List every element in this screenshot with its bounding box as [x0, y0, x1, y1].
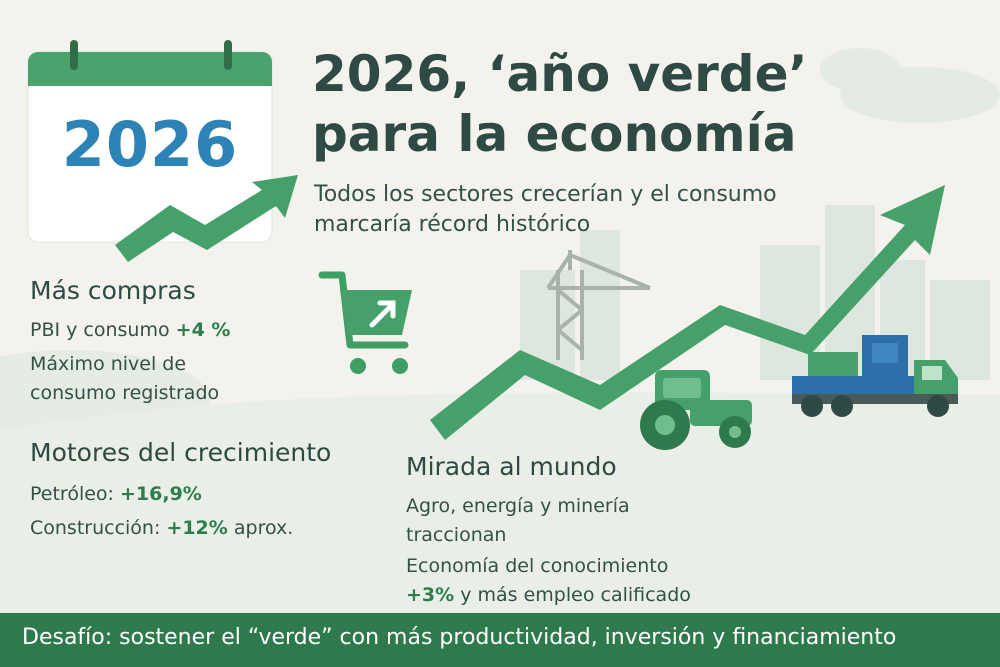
conocimiento-suffix: y más empleo calificado: [460, 584, 691, 606]
agro-line-1: Agro, energía y minería: [406, 495, 630, 517]
title-line-1: 2026, ‘año verde’: [312, 45, 808, 103]
conocimiento-value: +3%: [406, 584, 455, 606]
conocimiento-text: Economía del conocimiento +3% y más empl…: [406, 552, 691, 610]
pbi-line: PBI y consumo +4 %: [30, 316, 230, 345]
agro-text: Agro, energía y minería traccionan: [406, 492, 630, 550]
tractor-icon: [640, 370, 752, 450]
petroleo-label: Petróleo:: [30, 483, 114, 505]
compras-heading: Más compras: [30, 276, 196, 305]
agro-line-2: traccionan: [406, 524, 507, 546]
calendar-year: 2026: [61, 108, 239, 181]
footer-text: Desafío: sostener el “verde” con más pro…: [22, 625, 897, 650]
record-text: Máximo nivel de consumo registrado: [30, 350, 219, 408]
crane-icon: [546, 250, 651, 360]
motores-heading: Motores del crecimiento: [30, 438, 332, 467]
construccion-value: +12%: [166, 517, 228, 539]
mundo-heading: Mirada al mundo: [406, 452, 617, 481]
truck-icon: [792, 335, 958, 417]
subtitle-line-1: Todos los sectores crecerían y el consum…: [314, 182, 777, 207]
trend-arrow-icon: [430, 185, 945, 440]
conocimiento-line-2: +3% y más empleo calificado: [406, 581, 691, 610]
petroleo-value: +16,9%: [119, 483, 202, 505]
subtitle: Todos los sectores crecerían y el consum…: [314, 180, 777, 240]
calendar-icon: [27, 40, 273, 243]
construccion-suffix: aprox.: [233, 517, 294, 539]
trend-arrow-icon: [115, 175, 298, 262]
page-title: 2026, ‘año verde’ para la economía: [312, 44, 808, 164]
construccion-label: Construcción:: [30, 517, 161, 539]
shopping-cart-icon: [318, 271, 412, 374]
pbi-value: +4 %: [175, 319, 231, 341]
conocimiento-line-1: Economía del conocimiento: [406, 555, 669, 577]
record-line-1: Máximo nivel de: [30, 353, 187, 375]
subtitle-line-2: marcaría récord histórico: [314, 212, 591, 237]
title-line-2: para la economía: [312, 105, 797, 163]
record-line-2: consumo registrado: [30, 382, 220, 404]
petroleo-line: Petróleo: +16,9%: [30, 480, 202, 509]
footer-banner: Desafío: sostener el “verde” con más pro…: [0, 613, 1000, 667]
construccion-line: Construcción: +12% aprox.: [30, 514, 293, 543]
pbi-label: PBI y consumo: [30, 319, 170, 341]
